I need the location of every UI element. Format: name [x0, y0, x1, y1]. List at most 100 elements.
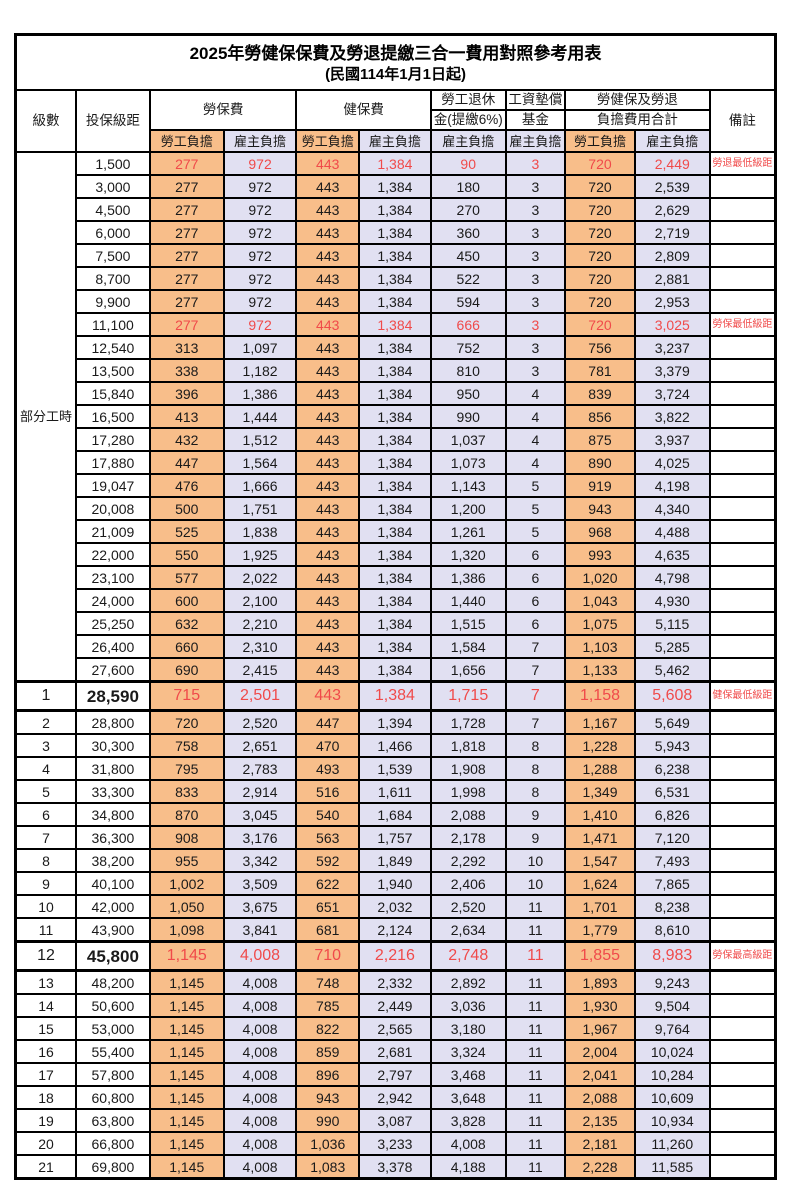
table-row: 16 55,400 1,145 4,008 859 2,681 3,324 11 2,004 10…	[14, 1039, 777, 1064]
value-cell: 756	[564, 335, 636, 360]
value-cell: 7,120	[633, 825, 711, 850]
value-cell: 1,838	[222, 519, 298, 544]
title-row: 2025年勞健保保費及勞退提繳三合一費用對照參考用表 (民國114年1月1日起)	[14, 33, 777, 91]
value-cell: 1,384	[358, 289, 432, 314]
bracket-cell: 28,800	[75, 709, 151, 735]
bracket-cell: 24,000	[75, 588, 151, 613]
value-cell: 1,083	[295, 1154, 360, 1180]
value-cell: 8,983	[633, 940, 711, 972]
value-cell: 443	[295, 220, 360, 245]
note-cell	[708, 1108, 777, 1133]
value-cell: 11	[504, 940, 567, 972]
value-cell: 8	[504, 756, 567, 781]
value-cell: 1,145	[148, 1131, 225, 1156]
value-cell: 1,103	[564, 634, 636, 659]
table-row: 23,100 577 2,022 443 1,384 1,386 6 1,020 4,798	[16, 565, 777, 590]
table-row: 19 63,800 1,145 4,008 990 3,087 3,828 11 2,135 10…	[14, 1108, 777, 1133]
value-cell: 651	[295, 894, 360, 919]
value-cell: 277	[148, 151, 225, 176]
value-cell: 2,797	[358, 1062, 432, 1087]
col-header-remark: 備註	[708, 89, 777, 153]
col-header-total-line2: 負擔費用合計	[564, 109, 711, 131]
value-cell: 4,025	[633, 450, 711, 475]
value-cell: 2,088	[564, 1085, 636, 1110]
value-cell: 277	[148, 220, 225, 245]
level-cell: 17	[14, 1062, 77, 1087]
bracket-cell: 8,700	[75, 266, 151, 291]
bracket-cell: 60,800	[75, 1085, 151, 1110]
bracket-cell: 6,000	[75, 220, 151, 245]
table-row: 17 57,800 1,145 4,008 896 2,797 3,468 11 2,041 10…	[14, 1062, 777, 1087]
col-header-level: 級數	[14, 89, 77, 153]
value-cell: 3,036	[429, 993, 507, 1018]
value-cell: 632	[148, 611, 225, 636]
table-row: 24,000 600 2,100 443 1,384 1,440 6 1,043 4,930	[16, 588, 777, 613]
value-cell: 715	[148, 680, 225, 712]
value-cell: 3	[504, 151, 567, 176]
value-cell: 1,020	[564, 565, 636, 590]
value-cell: 3,724	[633, 381, 711, 406]
value-cell: 1,751	[222, 496, 298, 521]
bracket-cell: 48,200	[75, 969, 151, 995]
value-cell: 1,998	[429, 779, 507, 804]
value-cell: 443	[295, 473, 360, 498]
bracket-cell: 25,250	[75, 611, 151, 636]
value-cell: 1,228	[564, 733, 636, 758]
table-row: 18 60,800 1,145 4,008 943 2,942 3,648 11 2,088 10…	[14, 1085, 777, 1110]
value-cell: 1,384	[358, 266, 432, 291]
value-cell: 752	[429, 335, 507, 360]
value-cell: 856	[564, 404, 636, 429]
value-cell: 720	[564, 289, 636, 314]
value-cell: 5	[504, 473, 567, 498]
note-cell	[708, 1016, 777, 1041]
value-cell: 720	[564, 266, 636, 291]
bracket-cell: 17,280	[75, 427, 151, 452]
value-cell: 11,260	[633, 1131, 711, 1156]
bracket-cell: 4,500	[75, 197, 151, 222]
value-cell: 690	[148, 657, 225, 683]
value-cell: 2,210	[222, 611, 298, 636]
value-cell: 1,386	[222, 381, 298, 406]
level-cell: 20	[14, 1131, 77, 1156]
value-cell: 4,008	[222, 1016, 298, 1041]
value-cell: 2,539	[633, 174, 711, 199]
note-cell: 勞保最低級距	[708, 312, 777, 337]
note-cell	[708, 894, 777, 919]
value-cell: 1,098	[148, 917, 225, 943]
table-row: 6 34,800 870 3,045 540 1,684 2,088 9 1,410 6,826	[14, 802, 777, 827]
value-cell: 1,384	[358, 151, 432, 176]
note-cell	[708, 335, 777, 360]
value-cell: 660	[148, 634, 225, 659]
value-cell: 3,937	[633, 427, 711, 452]
value-cell: 2,520	[429, 894, 507, 919]
value-cell: 833	[148, 779, 225, 804]
level-cell: 16	[14, 1039, 77, 1064]
table-row: 22,000 550 1,925 443 1,384 1,320 6 993 4,635	[16, 542, 777, 567]
value-cell: 1,386	[429, 565, 507, 590]
header-row-2: 金(提繳6%) 基金 負擔費用合計	[16, 109, 776, 131]
value-cell: 1,145	[148, 1039, 225, 1064]
value-cell: 550	[148, 542, 225, 567]
value-cell: 1,075	[564, 611, 636, 636]
value-cell: 1,036	[295, 1131, 360, 1156]
bracket-cell: 16,500	[75, 404, 151, 429]
value-cell: 955	[148, 848, 225, 873]
value-cell: 4,008	[429, 1131, 507, 1156]
value-cell: 1,384	[358, 588, 432, 613]
value-cell: 443	[295, 243, 360, 268]
value-cell: 4,198	[633, 473, 711, 498]
value-cell: 443	[295, 427, 360, 452]
value-cell: 3,087	[358, 1108, 432, 1133]
value-cell: 1,818	[429, 733, 507, 758]
value-cell: 443	[295, 542, 360, 567]
value-cell: 8	[504, 779, 567, 804]
value-cell: 1,930	[564, 993, 636, 1018]
value-cell: 4	[504, 404, 567, 429]
value-cell: 11	[504, 1108, 567, 1133]
value-cell: 7,493	[633, 848, 711, 873]
value-cell: 720	[564, 243, 636, 268]
value-cell: 6,826	[633, 802, 711, 827]
note-cell	[708, 848, 777, 873]
value-cell: 11	[504, 917, 567, 943]
note-cell	[708, 1085, 777, 1110]
